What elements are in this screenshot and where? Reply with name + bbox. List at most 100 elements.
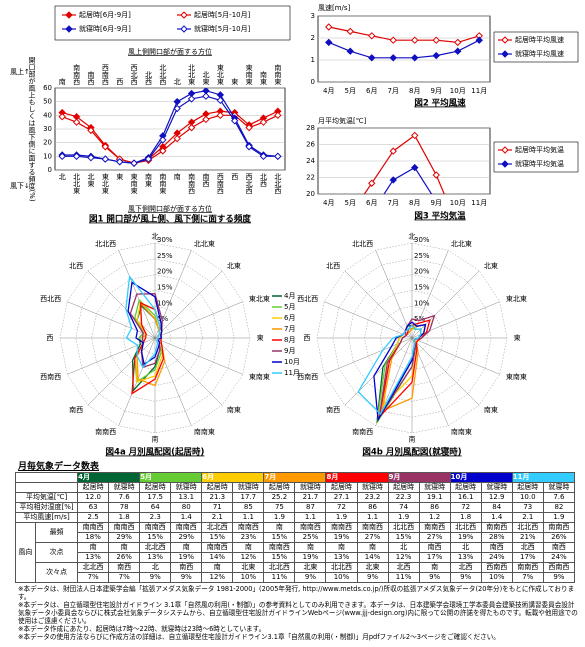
row-label: 次々点 (35, 562, 79, 583)
point (173, 104, 181, 113)
sub-header: 就寝時 (418, 482, 451, 493)
direction-label: 西北西 (40, 295, 61, 303)
direction-label: 南南西 (95, 427, 116, 436)
r-tick-label: 25% (157, 252, 173, 260)
x2-tick-label: 西 (116, 78, 124, 86)
r-tick-label: 15% (157, 284, 173, 292)
cell: 21.7 (294, 492, 327, 503)
point (159, 147, 167, 155)
legend-label: 起居時平均気温 (515, 145, 564, 154)
cell: 南 (263, 522, 296, 533)
direction-label: 南西 (326, 405, 340, 414)
x-tick-label: 南南東 (159, 172, 167, 195)
y-tick-label: 2 (311, 34, 315, 42)
direction-label: 東北東 (506, 294, 527, 303)
cell: 北北西 (77, 562, 110, 573)
cell: 北北西 (449, 522, 482, 533)
cell: 南西 (418, 542, 451, 553)
point (389, 36, 397, 44)
direction-label: 南 (152, 435, 159, 444)
month-header: 9月 (387, 472, 451, 483)
x-tick-label: 南東 (144, 172, 152, 188)
note: ※本データ作成にあたり、起居時は7時〜22時、就寝時は23時〜6時としています。 (18, 625, 266, 633)
month-header: 6月 (201, 472, 265, 483)
point (346, 47, 354, 55)
x2-tick-label: 南南東 (274, 63, 282, 86)
legend-box (493, 31, 579, 63)
cell: 13% (325, 552, 358, 563)
series-line (383, 166, 433, 194)
row-label: 平均相対湿度[%] (14, 502, 79, 513)
grid-ring (332, 258, 492, 418)
point (173, 134, 181, 143)
x2-tick-label: 南 (58, 77, 66, 85)
direction-label: 東南東 (506, 372, 527, 381)
x-tick-label: 西北西 (245, 173, 253, 195)
x2-tick-label: 西南西 (101, 64, 109, 86)
x-tick-label: 北北東 (73, 173, 81, 195)
legend-label: 6月 (284, 314, 295, 322)
direction-label: 西 (46, 334, 53, 342)
legend-label: 9月 (284, 347, 295, 355)
r-tick-label: 20% (414, 268, 430, 276)
direction-label: 北北西 (95, 240, 116, 248)
r-tick-label: 30% (157, 236, 173, 244)
point (475, 36, 483, 44)
weather-table: 4月 5月 6月 7月 8月 9月 10月 11月 起居時 就寝時 起居時 就寝時 起居時 就寝時 起居時就… (14, 472, 576, 583)
cell: 29% (170, 532, 203, 543)
cell: 1.8 (108, 512, 141, 523)
cell: 南西 (542, 542, 576, 553)
point (346, 27, 354, 36)
cell: 16.1 (449, 492, 482, 503)
direction-label: 北 (409, 232, 416, 240)
legend-marker (65, 11, 73, 19)
cell: 1.9 (542, 512, 576, 523)
cell: 南南西 (170, 522, 203, 533)
cell: 北北西 (139, 542, 172, 553)
y-tick-label: 30 (43, 125, 52, 133)
cell: 21.3 (201, 492, 234, 503)
x-tick-label: 西南西 (216, 173, 224, 195)
cell: 南 (108, 542, 141, 553)
x2-tick-label: 北 (173, 78, 181, 86)
sub-header: 起居時 (139, 482, 172, 493)
x2-tick-label: 北北西 (159, 64, 167, 86)
cell: 17.7 (232, 492, 265, 503)
corner (14, 472, 79, 483)
cell: 11% (263, 572, 296, 583)
x-axis-label: 風下側開口部が面する方位 (128, 204, 212, 213)
y-axis-label: 開口部が風上もしくは風下側に面する頻度(%) (28, 56, 36, 201)
annotation: 風上↑ (10, 67, 30, 76)
point (87, 153, 95, 162)
cell: 84 (480, 502, 513, 513)
x-tick-label: 南西 (202, 172, 210, 188)
cell: 南南西 (511, 562, 544, 573)
x-tick-label: 10月 (450, 199, 466, 207)
x-tick-label: 東 (116, 172, 124, 181)
cell: 1.1 (294, 512, 327, 523)
cell: 1.9 (263, 512, 296, 523)
point (432, 51, 440, 60)
dir-row: 次点南南北北西南南南西南南南西南南南北南西北南西 北西 南西 (16, 542, 576, 563)
x-tick-label: 11月 (471, 199, 487, 207)
direction-label: 西南西 (297, 372, 318, 381)
point (245, 143, 253, 151)
direction-label: 南 (409, 435, 416, 444)
cell: 19% (170, 552, 203, 563)
legend-marker (501, 36, 509, 44)
point (411, 54, 419, 62)
x-tick-label: 東南東 (130, 172, 138, 195)
cell: 15% (263, 532, 296, 543)
sub-header: 就寝時 (542, 482, 576, 493)
point (259, 152, 268, 161)
x2-tick-label: 南西 (87, 70, 95, 86)
y-tick-label: 0 (48, 166, 52, 174)
cell: 29% (108, 532, 141, 543)
sub-header: 起居時 (201, 482, 234, 493)
x-tick-label: 北西 (259, 173, 267, 188)
cell: 12% (232, 552, 265, 563)
cell: 12% (201, 572, 234, 583)
cell: 9% (170, 572, 203, 583)
cell: 17% (511, 552, 544, 563)
cell: 23.2 (356, 492, 389, 503)
